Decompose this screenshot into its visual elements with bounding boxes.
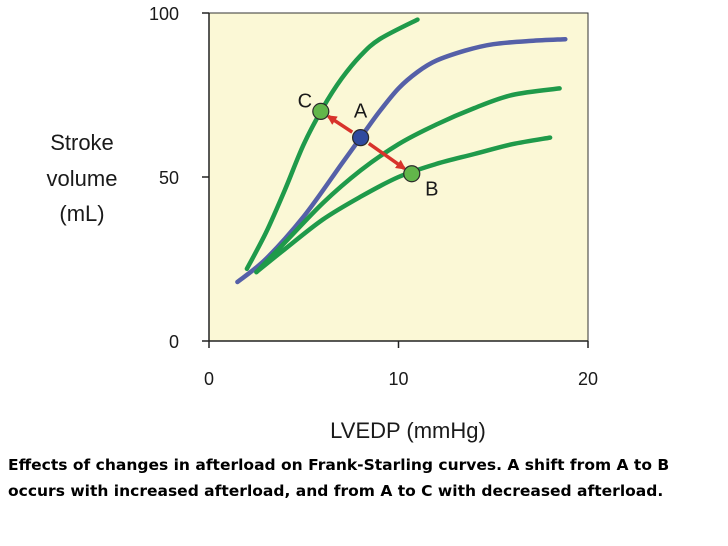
point-B <box>403 165 421 183</box>
series-line-4 <box>254 135 553 275</box>
x-tick-label-20: 20 <box>578 369 598 389</box>
arrow-A-to-C <box>326 114 354 134</box>
figure-caption: Effects of changes in afterload on Frank… <box>8 456 670 500</box>
point-label-C: C <box>298 90 312 112</box>
x-axis-label: LVEDP (mmHg) <box>330 418 486 443</box>
y-tick-label-100: 100 <box>149 4 179 24</box>
y-tick-label-0: 0 <box>169 332 179 352</box>
y-axis-label-line-1: Stroke <box>50 130 114 155</box>
point-C <box>312 102 330 121</box>
point-A <box>352 129 370 147</box>
y-axis-label-line-3: (mL) <box>59 201 104 226</box>
series-line-3 <box>254 86 562 275</box>
arrow-group <box>326 114 407 170</box>
points-group: A B C <box>298 90 439 200</box>
x-tick-label-0: 0 <box>204 369 214 389</box>
point-label-B: B <box>425 179 438 201</box>
point-label-A: A <box>354 101 368 123</box>
series-line-2 <box>235 36 568 285</box>
arrow-A-to-B <box>367 141 407 170</box>
y-axis-label-line-2: volume <box>47 166 118 191</box>
axis-ticks: 0 50 100 0 10 20 <box>149 4 598 389</box>
y-tick-label-50: 50 <box>159 168 179 188</box>
x-tick-label-10: 10 <box>388 369 408 389</box>
frank-starling-chart: 0 50 100 0 10 20 A B C Stroke volume (mL) LVEDP… <box>47 4 598 443</box>
